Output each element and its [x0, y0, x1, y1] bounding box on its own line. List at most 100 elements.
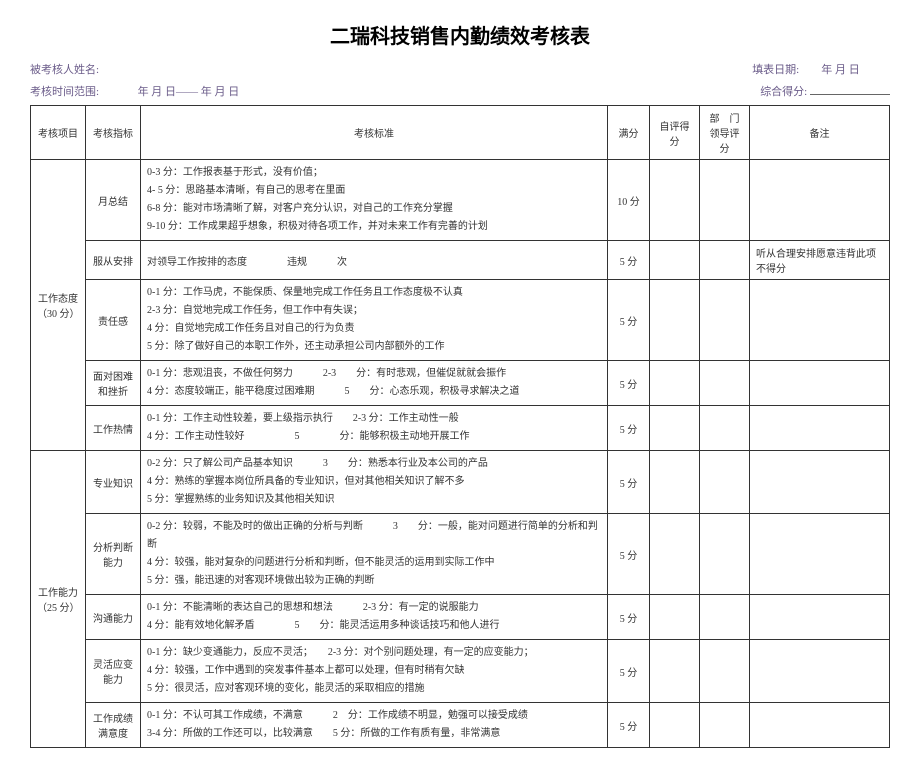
criteria-line: 4 分：自觉地完成工作任务且对自己的行为负责: [147, 320, 601, 338]
table-row: 服从安排 对领导工作按排的态度 违规 次 5 分 听从合理安排愿意违背此项不得分: [31, 241, 890, 280]
criteria-line: 4 分：态度较端正，能平稳度过困难期 5 分：心态乐观，积极寻求解决之道: [147, 383, 601, 401]
th-category: 考核项目: [31, 106, 86, 160]
th-standard: 考核标准: [141, 106, 608, 160]
self-cell[interactable]: [650, 514, 700, 595]
self-cell[interactable]: [650, 703, 700, 748]
note-cell[interactable]: [750, 160, 890, 241]
criteria-line: 5 分：强，能迅速的对客观环境做出较为正确的判断: [147, 572, 601, 590]
dept-cell[interactable]: [700, 514, 750, 595]
self-cell[interactable]: [650, 280, 700, 361]
th-dept: 部 门领导评分: [700, 106, 750, 160]
self-cell[interactable]: [650, 160, 700, 241]
standard-cell: 0-2 分：较弱，不能及时的做出正确的分析与判断 3 分：一般，能对问题进行简单…: [141, 514, 608, 595]
full-cell: 5 分: [608, 640, 650, 703]
criteria-line: 0-1 分：不认可其工作成绩，不满意 2 分：工作成绩不明显，勉强可以接受成绩: [147, 707, 601, 725]
criteria-line: 5 分：很灵活，应对客观环境的变化，能灵活的采取相应的措施: [147, 680, 601, 698]
th-indicator: 考核指标: [86, 106, 141, 160]
full-cell: 5 分: [608, 514, 650, 595]
full-cell: 5 分: [608, 241, 650, 280]
dept-cell[interactable]: [700, 361, 750, 406]
assessment-table: 考核项目 考核指标 考核标准 满分 自评得分 部 门领导评分 备注 工作态度（3…: [30, 105, 890, 748]
date-value: 年 月 日: [821, 64, 860, 76]
full-cell: 10 分: [608, 160, 650, 241]
note-cell[interactable]: [750, 703, 890, 748]
dept-cell[interactable]: [700, 703, 750, 748]
table-row: 分析判断能力 0-2 分：较弱，不能及时的做出正确的分析与判断 3 分：一般，能…: [31, 514, 890, 595]
criteria-line: 0-1 分：工作马虎，不能保质、保量地完成工作任务且工作态度极不认真: [147, 284, 601, 302]
indicator-cell: 服从安排: [86, 241, 141, 280]
full-cell: 5 分: [608, 703, 650, 748]
self-cell[interactable]: [650, 241, 700, 280]
criteria-line: 5 分：掌握熟练的业务知识及其他相关知识: [147, 491, 601, 509]
self-cell[interactable]: [650, 406, 700, 451]
note-cell[interactable]: [750, 406, 890, 451]
table-header-row: 考核项目 考核指标 考核标准 满分 自评得分 部 门领导评分 备注: [31, 106, 890, 160]
standard-cell: 0-1 分：悲观沮丧，不做任何努力 2-3 分：有时悲观，但催促就就会振作 4 …: [141, 361, 608, 406]
standard-cell: 0-1 分：工作马虎，不能保质、保量地完成工作任务且工作态度极不认真 2-3 分…: [141, 280, 608, 361]
indicator-cell: 工作热情: [86, 406, 141, 451]
note-cell[interactable]: [750, 595, 890, 640]
note-cell[interactable]: [750, 361, 890, 406]
dept-cell[interactable]: [700, 640, 750, 703]
th-self: 自评得分: [650, 106, 700, 160]
indicator-cell: 面对困难和挫折: [86, 361, 141, 406]
table-row: 工作热情 0-1 分：工作主动性较差，要上级指示执行 2-3 分：工作主动性一般…: [31, 406, 890, 451]
criteria-line: 4 分：能有效地化解矛盾 5 分：能灵活运用多种谈话技巧和他人进行: [147, 617, 601, 635]
standard-cell: 0-1 分：不认可其工作成绩，不满意 2 分：工作成绩不明显，勉强可以接受成绩 …: [141, 703, 608, 748]
full-cell: 5 分: [608, 595, 650, 640]
self-cell[interactable]: [650, 451, 700, 514]
table-row: 沟通能力 0-1 分：不能清晰的表达自己的思想和想法 2-3 分：有一定的说服能…: [31, 595, 890, 640]
criteria-line: 5 分：除了做好自己的本职工作外，还主动承担公司内部额外的工作: [147, 338, 601, 356]
full-cell: 5 分: [608, 361, 650, 406]
table-row: 责任感 0-1 分：工作马虎，不能保质、保量地完成工作任务且工作态度极不认真 2…: [31, 280, 890, 361]
dept-cell[interactable]: [700, 451, 750, 514]
standard-cell: 对领导工作按排的态度 违规 次: [141, 241, 608, 280]
th-full: 满分: [608, 106, 650, 160]
th-note: 备注: [750, 106, 890, 160]
indicator-cell: 分析判断能力: [86, 514, 141, 595]
indicator-cell: 专业知识: [86, 451, 141, 514]
standard-cell: 0-1 分：工作主动性较差，要上级指示执行 2-3 分：工作主动性一般 4 分：…: [141, 406, 608, 451]
note-cell[interactable]: [750, 451, 890, 514]
table-row: 工作态度（30 分） 月总结 0-3 分：工作报表基于形式，没有价值； 4- 5…: [31, 160, 890, 241]
criteria-line: 3-4 分：所做的工作还可以，比较满意 5 分：所做的工作有质有量，非常满意: [147, 725, 601, 743]
standard-cell: 0-1 分：不能清晰的表达自己的思想和想法 2-3 分：有一定的说服能力 4 分…: [141, 595, 608, 640]
table-row: 面对困难和挫折 0-1 分：悲观沮丧，不做任何努力 2-3 分：有时悲观，但催促…: [31, 361, 890, 406]
criteria-line: 9-10 分：工作成果超乎想象，积极对待各项工作，并对未来工作有完善的计划: [147, 218, 601, 236]
criteria-line: 4 分：熟练的掌握本岗位所具备的专业知识，但对其他相关知识了解不多: [147, 473, 601, 491]
indicator-cell: 工作成绩满意度: [86, 703, 141, 748]
note-cell: 听从合理安排愿意违背此项不得分: [750, 241, 890, 280]
dept-cell[interactable]: [700, 280, 750, 361]
criteria-line: 4 分：较强，工作中遇到的突发事件基本上都可以处理，但有时稍有欠缺: [147, 662, 601, 680]
dept-cell[interactable]: [700, 595, 750, 640]
total-label: 综合得分:: [760, 86, 807, 98]
dept-cell[interactable]: [700, 406, 750, 451]
self-cell[interactable]: [650, 361, 700, 406]
full-cell: 5 分: [608, 280, 650, 361]
self-cell[interactable]: [650, 640, 700, 703]
criteria-line: 4- 5 分：思路基本清晰，有自己的思考在里面: [147, 182, 601, 200]
total-underline: [810, 94, 890, 95]
note-cell[interactable]: [750, 280, 890, 361]
category-ability: 工作能力（25 分）: [31, 451, 86, 748]
indicator-cell: 沟通能力: [86, 595, 141, 640]
header-line-2: 考核时间范围: 年 月 日—— 年 月 日 综合得分:: [30, 83, 890, 99]
self-cell[interactable]: [650, 595, 700, 640]
criteria-line: 0-3 分：工作报表基于形式，没有价值；: [147, 164, 601, 182]
dept-cell[interactable]: [700, 160, 750, 241]
criteria-line: 2-3 分：自觉地完成工作任务，但工作中有失误；: [147, 302, 601, 320]
table-row: 灵活应变能力 0-1 分：缺少变通能力，反应不灵活； 2-3 分：对个别问题处理…: [31, 640, 890, 703]
standard-cell: 0-3 分：工作报表基于形式，没有价值； 4- 5 分：思路基本清晰，有自己的思…: [141, 160, 608, 241]
note-cell[interactable]: [750, 640, 890, 703]
range-area: 考核时间范围: 年 月 日—— 年 月 日: [30, 83, 760, 99]
indicator-cell: 月总结: [86, 160, 141, 241]
total-area: 综合得分:: [760, 83, 890, 99]
range-value: 年 月 日—— 年 月 日: [138, 86, 240, 98]
criteria-line: 4 分：较强，能对复杂的问题进行分析和判断，但不能灵活的运用到实际工作中: [147, 554, 601, 572]
full-cell: 5 分: [608, 406, 650, 451]
note-cell[interactable]: [750, 514, 890, 595]
dept-cell[interactable]: [700, 241, 750, 280]
criteria-line: 0-1 分：工作主动性较差，要上级指示执行 2-3 分：工作主动性一般: [147, 410, 601, 428]
criteria-line: 0-2 分：只了解公司产品基本知识 3 分：熟悉本行业及本公司的产品: [147, 455, 601, 473]
page-title: 二瑞科技销售内勤绩效考核表: [30, 20, 890, 49]
